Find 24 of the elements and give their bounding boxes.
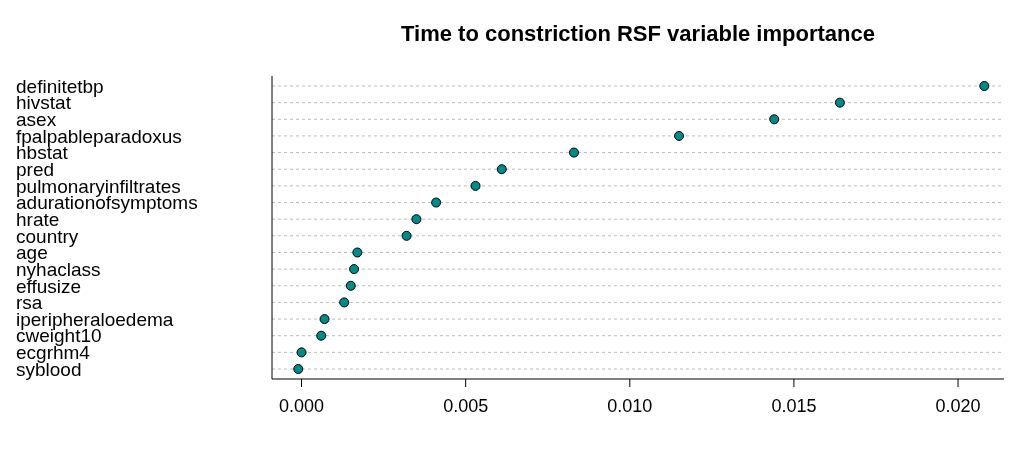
point	[349, 264, 360, 275]
x-tick-label: 0.020	[935, 395, 981, 416]
point	[352, 247, 363, 258]
point	[316, 330, 327, 341]
x-tick-label: 0.005	[443, 395, 489, 416]
point	[470, 180, 481, 191]
x-tick-label: 0.015	[771, 395, 817, 416]
point	[674, 130, 685, 141]
point	[979, 80, 990, 91]
point	[834, 97, 845, 108]
chart-title: Time to constriction RSF variable importance	[400, 20, 876, 48]
point	[339, 297, 350, 308]
point	[319, 314, 330, 325]
point	[293, 364, 304, 375]
point	[568, 147, 579, 158]
point	[401, 230, 412, 241]
point	[345, 280, 356, 291]
point	[496, 164, 507, 175]
point	[431, 197, 442, 208]
point	[769, 114, 780, 125]
x-tick-label: 0.000	[279, 395, 325, 416]
x-tick-label: 0.010	[607, 395, 653, 416]
point	[296, 347, 307, 358]
point	[411, 214, 422, 225]
